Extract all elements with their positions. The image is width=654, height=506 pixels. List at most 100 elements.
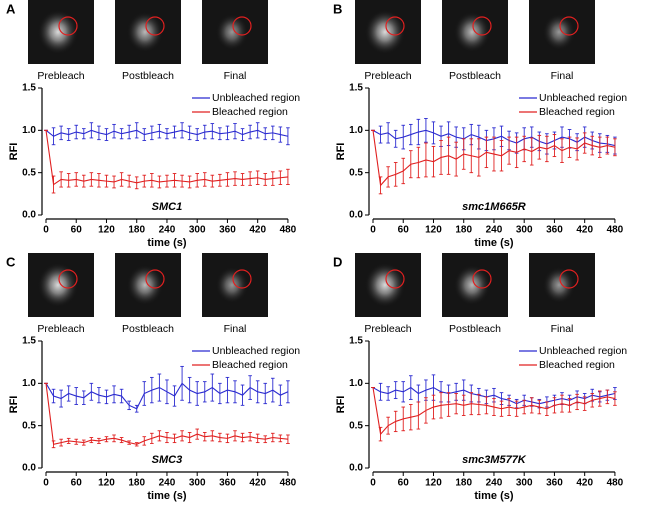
x-tick-label: 480: [280, 478, 297, 489]
x-tick-label: 60: [71, 225, 83, 236]
x-axis-label: time (s): [147, 490, 186, 502]
error-bar: [454, 393, 458, 415]
error-bar: [446, 392, 451, 417]
error-bar: [393, 410, 398, 433]
error-bar: [150, 173, 154, 188]
error-bar: [575, 393, 579, 411]
error-bar: [180, 365, 184, 401]
error-bar: [537, 399, 542, 415]
x-tick-label: 300: [516, 478, 533, 489]
micrograph-signal: [127, 12, 163, 52]
y-tick-label: 0.5: [22, 167, 36, 178]
error-bar: [416, 401, 421, 430]
error-bar: [59, 438, 63, 447]
y-tick-label: 1.0: [349, 378, 363, 389]
bleach-roi: [385, 269, 405, 289]
error-bar: [439, 140, 443, 175]
x-tick-label: 480: [607, 225, 624, 236]
error-bar: [51, 440, 56, 449]
error-bar: [286, 168, 290, 185]
error-bar: [210, 430, 215, 442]
error-bar: [134, 176, 139, 190]
error-bar: [150, 432, 154, 444]
image-caption: Final: [224, 70, 247, 82]
error-bar: [240, 384, 245, 406]
error-bar: [157, 430, 162, 442]
image-caption: Prebleach: [364, 323, 411, 335]
error-bar: [127, 400, 131, 411]
error-bar: [424, 142, 428, 178]
error-bar: [112, 434, 116, 443]
error-bar: [529, 137, 534, 166]
error-bar: [255, 433, 260, 444]
error-bar: [386, 386, 390, 401]
error-bar: [142, 436, 147, 446]
error-bar: [51, 175, 56, 194]
error-bar: [218, 173, 222, 187]
x-tick-label: 0: [370, 478, 376, 489]
error-bar: [278, 170, 283, 185]
error-bar: [202, 381, 207, 403]
error-bar: [537, 134, 542, 160]
error-bar: [409, 404, 413, 431]
error-bar: [51, 127, 56, 146]
x-tick-label: 420: [576, 225, 593, 236]
error-bar: [424, 118, 428, 143]
error-bar: [157, 175, 162, 189]
error-bar: [582, 132, 587, 154]
micrograph-signal: [454, 265, 490, 305]
y-tick-label: 1.5: [22, 83, 36, 94]
error-bar: [82, 439, 86, 446]
x-tick-label: 240: [159, 225, 176, 236]
x-tick-label: 360: [219, 225, 236, 236]
error-bar: [97, 125, 101, 141]
error-bar: [240, 173, 245, 186]
image-caption: Final: [224, 323, 247, 335]
error-bar: [202, 124, 207, 140]
x-tick-label: 360: [219, 478, 236, 489]
error-bar: [582, 396, 587, 411]
error-bar: [477, 393, 481, 416]
x-tick-label: 180: [455, 478, 472, 489]
error-bar: [225, 125, 230, 141]
error-bar: [97, 437, 101, 444]
error-bar: [378, 125, 383, 144]
error-bar: [477, 138, 481, 177]
error-bar: [104, 389, 109, 405]
error-bar: [104, 436, 109, 443]
y-tick-label: 0.5: [349, 167, 363, 178]
error-bar: [172, 173, 177, 188]
annotation: SMC1: [152, 201, 183, 213]
error-bar: [127, 440, 131, 445]
error-bar: [393, 162, 398, 187]
x-tick-label: 120: [425, 478, 442, 489]
error-bar: [104, 174, 109, 188]
error-bar: [484, 136, 489, 169]
error-bar: [386, 416, 390, 435]
error-bar: [74, 438, 79, 445]
bleach-roi: [58, 16, 78, 36]
x-tick-label: 420: [249, 478, 266, 489]
error-bar: [613, 391, 617, 406]
error-bar: [97, 173, 101, 188]
image-caption: Final: [551, 323, 574, 335]
x-tick-label: 120: [98, 478, 115, 489]
y-tick-label: 1.0: [349, 125, 363, 136]
error-bar: [507, 136, 511, 165]
error-bar: [605, 389, 610, 405]
error-bar: [401, 381, 406, 403]
error-bar: [378, 382, 383, 401]
error-bar: [255, 122, 260, 139]
error-bar: [605, 136, 610, 155]
bleach-roi: [472, 269, 492, 289]
error-bar: [409, 375, 413, 400]
error-bar: [454, 141, 458, 177]
error-bar: [51, 388, 56, 404]
y-tick-label: 1.5: [349, 336, 363, 347]
error-bar: [263, 435, 268, 444]
micrograph-signal: [38, 10, 78, 54]
error-bar: [613, 138, 617, 157]
y-axis-label: RFI: [8, 396, 20, 414]
x-tick-label: 0: [43, 478, 49, 489]
error-bar: [225, 172, 230, 187]
